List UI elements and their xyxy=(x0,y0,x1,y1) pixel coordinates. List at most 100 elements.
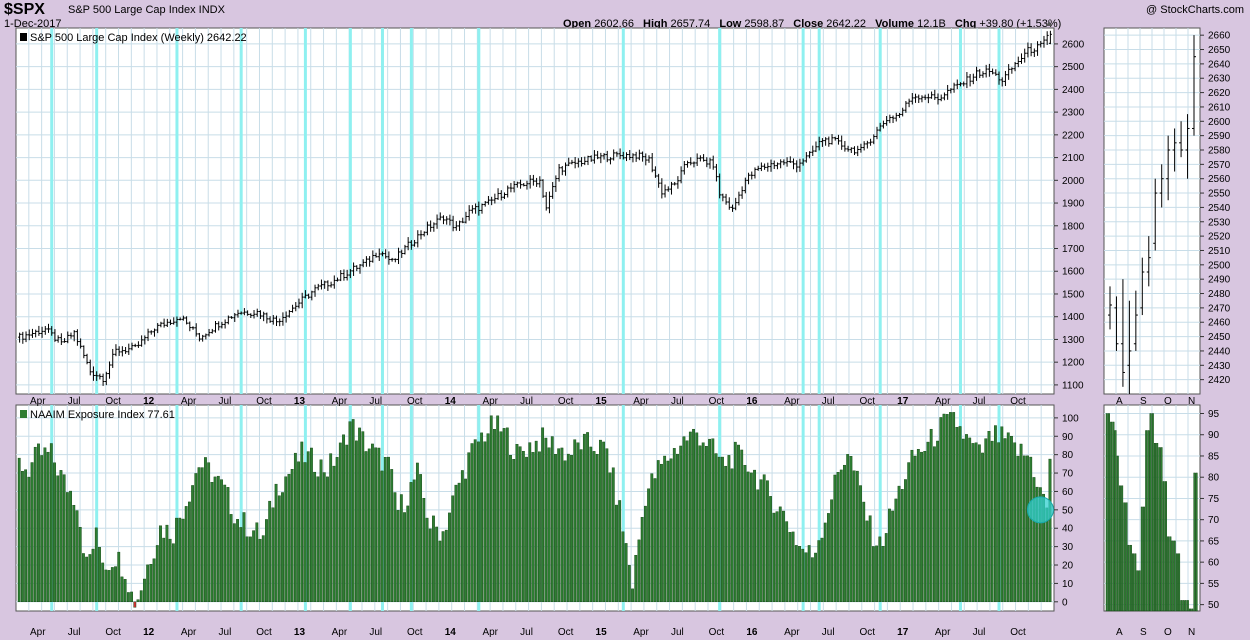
price-y-tick-label: 1200 xyxy=(1062,358,1085,369)
price-y-tick-label: 1300 xyxy=(1062,335,1085,346)
naaim-bar xyxy=(393,492,397,603)
price-y-tick-label: 1800 xyxy=(1062,221,1085,232)
x-axis-label: Oct xyxy=(407,396,423,407)
naaim-daily-bar xyxy=(1136,570,1139,612)
naaim-bar xyxy=(78,526,82,603)
naaim-bar xyxy=(682,436,686,603)
naaim-daily-bar xyxy=(1123,502,1126,612)
naaim-bar xyxy=(772,512,776,603)
high-label: High xyxy=(643,18,668,30)
naaim-bar xyxy=(175,517,178,603)
naaim-daily-bar xyxy=(1164,481,1167,612)
naaim-bar xyxy=(685,440,689,603)
naaim-bar xyxy=(631,588,634,603)
price-daily-y-tick-label: 2580 xyxy=(1208,146,1231,157)
naaim-bar xyxy=(59,470,63,603)
price-daily-y-tick-label: 2510 xyxy=(1208,246,1231,257)
naaim-bar xyxy=(926,441,930,603)
x-axis-label: Oct xyxy=(407,627,423,638)
naaim-bar xyxy=(624,543,628,603)
price-daily-y-tick-label: 2420 xyxy=(1208,375,1231,386)
naaim-bar xyxy=(133,601,137,608)
price-daily-y-tick-label: 2640 xyxy=(1208,59,1231,70)
price-daily-y-tick-label: 2500 xyxy=(1208,260,1231,271)
naaim-bar xyxy=(146,564,150,603)
naaim-bar xyxy=(37,443,40,603)
naaim-bar xyxy=(412,479,416,603)
naaim-bar xyxy=(94,527,98,603)
naaim-bar xyxy=(252,530,256,603)
naaim-bar xyxy=(409,482,413,603)
naaim-bar xyxy=(88,554,92,603)
naaim-bar xyxy=(804,552,808,603)
naaim-y-tick-label: 30 xyxy=(1062,542,1074,553)
naaim-bar xyxy=(1000,426,1004,603)
naaim-daily-bar xyxy=(1149,413,1152,612)
naaim-bar xyxy=(387,456,390,603)
naaim-bar xyxy=(107,570,111,603)
naaim-bar xyxy=(351,419,355,603)
naaim-bar xyxy=(85,556,89,603)
naaim-bar xyxy=(907,462,911,603)
x-axis-label: Apr xyxy=(30,396,46,407)
naaim-daily-y-tick-label: 50 xyxy=(1208,600,1220,611)
naaim-bar xyxy=(303,462,307,603)
naaim-bar xyxy=(836,472,840,603)
naaim-bar xyxy=(419,474,423,603)
naaim-bar xyxy=(104,569,108,603)
naaim-bar xyxy=(184,506,188,603)
naaim-bar xyxy=(730,468,734,603)
x-axis-label: 14 xyxy=(445,396,457,407)
naaim-daily-bar xyxy=(1186,600,1189,612)
naaim-bar xyxy=(965,434,968,603)
naaim-bar xyxy=(769,496,773,603)
naaim-bar xyxy=(470,443,474,603)
naaim-bar xyxy=(987,431,991,603)
price-panel-title: S&P 500 Large Cap Index (Weekly) 2642.22 xyxy=(30,32,247,44)
naaim-y-tick-label: 10 xyxy=(1062,579,1074,590)
x-axis-label: Jul xyxy=(671,396,684,407)
naaim-daily-y-tick-label: 75 xyxy=(1208,494,1220,505)
naaim-daily-bar xyxy=(1105,413,1108,612)
x-axis-label: Apr xyxy=(935,396,951,407)
naaim-bar xyxy=(435,526,439,603)
x-axis-label: Apr xyxy=(633,627,649,638)
x-axis-label: Jul xyxy=(822,396,835,407)
naaim-bar xyxy=(1022,455,1026,603)
naaim-bar xyxy=(335,457,339,603)
naaim-bar xyxy=(245,536,249,603)
naaim-bar xyxy=(82,553,85,603)
naaim-bar xyxy=(1026,455,1029,603)
x-axis-label: 13 xyxy=(294,627,306,638)
x-axis-label: Oct xyxy=(105,396,121,407)
naaim-bar xyxy=(467,452,471,603)
x-axis-label: Apr xyxy=(181,627,197,638)
x-axis-label: Oct xyxy=(709,627,725,638)
naaim-bar xyxy=(53,462,56,603)
naaim-bar xyxy=(310,447,313,603)
naaim-y-tick-label: 40 xyxy=(1062,524,1074,535)
naaim-daily-bar xyxy=(1195,472,1198,612)
naaim-bar xyxy=(101,562,105,603)
naaim-bar xyxy=(984,438,988,603)
naaim-bar xyxy=(422,498,426,603)
naaim-bar xyxy=(615,504,618,603)
price-legend-icon xyxy=(20,33,27,41)
naaim-bar xyxy=(650,473,654,603)
naaim-bar xyxy=(868,515,872,603)
naaim-bar xyxy=(62,474,66,603)
x-axis-label: Oct xyxy=(256,396,272,407)
x-axis-label: 14 xyxy=(445,627,457,638)
naaim-daily-bar xyxy=(1162,481,1165,612)
brand-label[interactable]: @ StockCharts.com xyxy=(1146,4,1244,16)
naaim-bar xyxy=(647,488,651,603)
naaim-bar xyxy=(862,501,866,603)
naaim-bar xyxy=(945,414,949,603)
naaim-daily-bar xyxy=(1153,443,1156,612)
naaim-bar xyxy=(213,476,217,603)
naaim-bar xyxy=(843,464,846,603)
naaim-bar xyxy=(152,558,156,603)
price-daily-y-tick-label: 2660 xyxy=(1208,31,1231,42)
naaim-bar xyxy=(932,446,936,603)
naaim-bar xyxy=(204,457,207,603)
